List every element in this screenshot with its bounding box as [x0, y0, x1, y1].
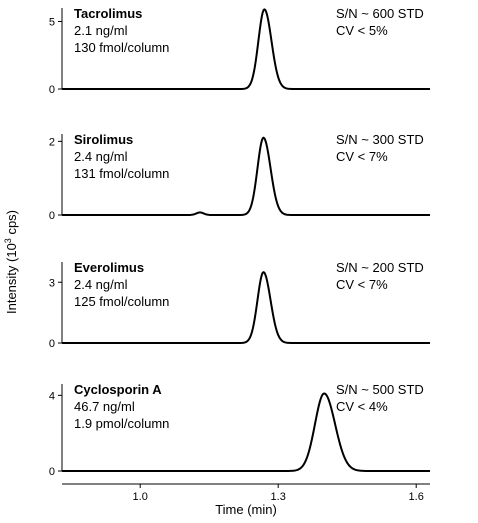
analyte-name: Tacrolimus	[74, 6, 142, 21]
y-tick-label: 5	[49, 17, 55, 29]
chromatogram-panels: 0 5 Tacrolimus 2.1 ng/ml 130 fmol/column S/N …	[49, 6, 431, 478]
panel-everolimus: 0 3 Everolimus 2.4 ng/ml 125 fmol/column S/N …	[49, 260, 431, 350]
panel-cyclosporin-a: 0 4 Cyclosporin A 46.7 ng/ml 1.9 pmol/column…	[49, 382, 431, 478]
chromatogram-trace	[61, 136, 431, 216]
y-tick-label: 4	[49, 390, 55, 402]
analyte-concentration: 2.4 ng/ml	[74, 149, 128, 164]
x-axis-title: Time (min)	[215, 502, 277, 517]
chromatogram-trace	[61, 392, 431, 472]
chromatogram-trace	[61, 271, 431, 344]
signal-to-noise: S/N ~ 300 STD	[336, 132, 424, 147]
chromatogram-trace	[61, 8, 431, 90]
coefficient-of-variation: CV < 4%	[336, 399, 388, 414]
x-tick-label: 1.0	[133, 491, 148, 503]
signal-to-noise: S/N ~ 200 STD	[336, 260, 424, 275]
analyte-concentration: 46.7 ng/ml	[74, 399, 135, 414]
analyte-name: Sirolimus	[74, 132, 133, 147]
analyte-amount: 1.9 pmol/column	[74, 416, 169, 431]
y-axis-title-suffix: cps)	[4, 210, 19, 238]
y-tick-label: 2	[49, 136, 55, 148]
analyte-name: Everolimus	[74, 260, 144, 275]
signal-to-noise: S/N ~ 600 STD	[336, 6, 424, 21]
panel-sirolimus: 0 2 Sirolimus 2.4 ng/ml 131 fmol/column S/N ~…	[49, 132, 431, 222]
panel-tacrolimus: 0 5 Tacrolimus 2.1 ng/ml 130 fmol/column S/N …	[49, 6, 431, 96]
x-ticks: 1.0 1.3 1.6	[133, 484, 424, 503]
y-axis-title-prefix: Intensity (10	[4, 243, 19, 314]
signal-to-noise: S/N ~ 500 STD	[336, 382, 424, 397]
coefficient-of-variation: CV < 7%	[336, 149, 388, 164]
y-tick-label: 0	[49, 466, 55, 478]
analyte-amount: 131 fmol/column	[74, 166, 169, 181]
analyte-name: Cyclosporin A	[74, 382, 162, 397]
y-axis-title: Intensity (103 cps)	[3, 210, 19, 314]
x-tick-label: 1.6	[409, 491, 424, 503]
y-axis-title-exponent: 3	[3, 238, 13, 243]
analyte-amount: 130 fmol/column	[74, 40, 169, 55]
y-tick-label: 0	[49, 210, 55, 222]
coefficient-of-variation: CV < 7%	[336, 277, 388, 292]
coefficient-of-variation: CV < 5%	[336, 23, 388, 38]
x-axis: 1.0 1.3 1.6	[62, 483, 430, 503]
analyte-concentration: 2.4 ng/ml	[74, 277, 128, 292]
analyte-concentration: 2.1 ng/ml	[74, 23, 128, 38]
analyte-amount: 125 fmol/column	[74, 294, 169, 309]
y-tick-label: 0	[49, 338, 55, 350]
y-tick-label: 3	[49, 277, 55, 289]
y-tick-label: 0	[49, 84, 55, 96]
x-tick-label: 1.3	[271, 491, 286, 503]
